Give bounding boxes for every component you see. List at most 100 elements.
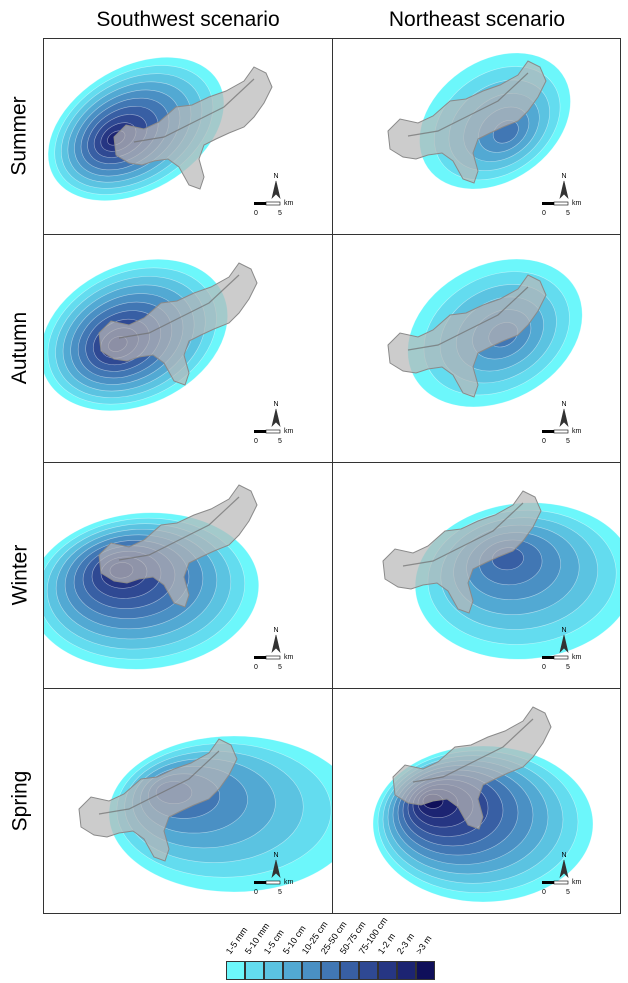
north-label: N — [561, 401, 566, 408]
plume-map: Nkm 0 5 — [44, 258, 294, 445]
scale-unit: km — [284, 428, 294, 435]
scale-end: 5 — [566, 210, 570, 217]
north-arrow-icon — [559, 408, 569, 427]
scale-start: 0 — [542, 664, 546, 671]
north-label: N — [273, 852, 278, 859]
north-arrow-icon — [271, 408, 281, 427]
north-arrow-icon — [559, 180, 569, 199]
plume-map: Nkm 0 5 — [78, 735, 332, 896]
scale-bar — [254, 881, 266, 884]
column-title-northeast: Northeast scenario — [388, 8, 566, 31]
north-label: N — [561, 852, 566, 859]
scale-bar — [265, 201, 281, 206]
scale-unit: km — [284, 200, 294, 207]
scale-end: 5 — [278, 438, 282, 445]
legend-label: 2-3 m — [394, 931, 417, 956]
grid-divider-vertical — [332, 39, 333, 913]
scale-bar — [254, 656, 266, 659]
north-arrow-icon — [271, 180, 281, 199]
scale-bar — [542, 881, 554, 884]
scale-start: 0 — [542, 889, 546, 896]
scale-unit: km — [572, 428, 582, 435]
scale-start: 0 — [254, 664, 258, 671]
island-shape — [78, 738, 238, 862]
north-label: N — [273, 173, 278, 180]
scale-bar — [265, 880, 281, 885]
scale-bar — [542, 656, 554, 659]
row-label-autumn: Autumn — [8, 311, 31, 385]
north-label: N — [273, 627, 278, 634]
island-shape — [392, 706, 552, 830]
north-arrow-icon — [271, 859, 281, 878]
scale-unit: km — [284, 879, 294, 886]
legend-swatch — [321, 961, 340, 980]
scale-bar — [542, 202, 554, 205]
plume-map: Nkm 0 5 — [47, 57, 294, 217]
scale-bar — [265, 429, 281, 434]
scale-bar — [265, 655, 281, 660]
row-label-winter: Winter — [8, 544, 31, 606]
scale-start: 0 — [542, 210, 546, 217]
legend-swatch — [416, 961, 435, 980]
column-title-southwest: Southwest scenario — [96, 8, 280, 31]
scale-end: 5 — [278, 210, 282, 217]
grid-divider-horizontal — [44, 462, 620, 463]
plume-map: Nkm 0 5 — [387, 258, 583, 445]
scale-unit: km — [572, 654, 582, 661]
legend-label: >3 m — [413, 933, 434, 956]
scale-bar — [542, 430, 554, 433]
scale-unit: km — [572, 200, 582, 207]
scale-bar — [553, 201, 569, 206]
plume-map: Nkm 0 5 — [382, 490, 620, 671]
legend-swatch — [264, 961, 283, 980]
island-shape — [387, 274, 547, 398]
legend-swatch — [226, 961, 245, 980]
scale-bar — [254, 202, 266, 205]
island-shape — [382, 490, 542, 614]
scale-end: 5 — [566, 664, 570, 671]
grid-divider-horizontal — [44, 234, 620, 235]
row-label-spring: Spring — [8, 770, 32, 832]
north-label: N — [273, 401, 278, 408]
scale-start: 0 — [542, 438, 546, 445]
scale-unit: km — [572, 879, 582, 886]
north-arrow-icon — [271, 634, 281, 653]
scale-start: 0 — [254, 210, 258, 217]
scale-bar — [553, 880, 569, 885]
plume-map: Nkm 0 5 — [372, 706, 594, 903]
plume-map: Nkm 0 5 — [44, 484, 294, 671]
island-shape — [98, 262, 258, 386]
scale-end: 5 — [278, 664, 282, 671]
legend-swatch — [283, 961, 302, 980]
grid-divider-horizontal — [44, 688, 620, 689]
scale-end: 5 — [566, 438, 570, 445]
island-shape — [98, 484, 258, 608]
legend-swatch — [245, 961, 264, 980]
island-shape — [387, 60, 547, 184]
north-label: N — [561, 627, 566, 634]
scale-start: 0 — [254, 438, 258, 445]
scale-bar — [254, 430, 266, 433]
scale-end: 5 — [566, 889, 570, 896]
legend-swatch — [302, 961, 321, 980]
north-label: N — [561, 173, 566, 180]
scale-end: 5 — [278, 889, 282, 896]
plume-map: Nkm 0 5 — [387, 52, 582, 217]
scale-start: 0 — [254, 889, 258, 896]
scale-unit: km — [284, 654, 294, 661]
legend-swatch — [378, 961, 397, 980]
legend: 1-5 mm 5-10 mm 1-5 cm 5-10 cm 10-25 cm 25-50 … — [224, 915, 438, 982]
legend-swatch — [359, 961, 378, 980]
legend-swatch — [397, 961, 416, 980]
scale-bar — [553, 655, 569, 660]
scale-bar — [553, 429, 569, 434]
